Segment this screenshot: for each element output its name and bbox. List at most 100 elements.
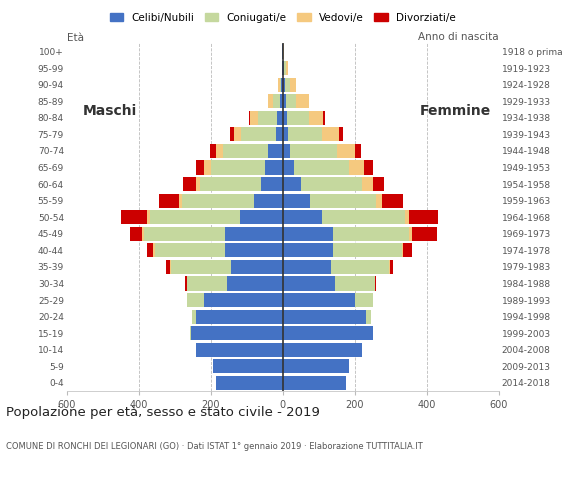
Bar bbox=[283, 276, 335, 290]
Bar bbox=[283, 177, 301, 191]
Bar bbox=[335, 276, 375, 290]
Bar bbox=[154, 243, 155, 257]
Text: Anno di nascita: Anno di nascita bbox=[418, 32, 499, 42]
Bar bbox=[365, 310, 371, 324]
Bar bbox=[373, 177, 383, 191]
Bar bbox=[278, 78, 280, 92]
Bar bbox=[187, 276, 227, 290]
Bar bbox=[223, 144, 269, 158]
Legend: Celibi/Nubili, Coniugati/e, Vedovi/e, Divorziati/e: Celibi/Nubili, Coniugati/e, Vedovi/e, Di… bbox=[106, 8, 460, 27]
Bar bbox=[373, 293, 374, 307]
Text: Femmine: Femmine bbox=[420, 105, 491, 119]
Bar bbox=[276, 127, 283, 142]
Bar bbox=[254, 193, 283, 208]
Bar bbox=[412, 227, 437, 241]
Bar bbox=[323, 111, 325, 125]
Bar bbox=[283, 61, 284, 75]
Bar bbox=[249, 111, 251, 125]
Bar bbox=[182, 193, 254, 208]
Bar bbox=[283, 376, 346, 390]
Bar bbox=[211, 160, 264, 175]
Bar bbox=[204, 293, 283, 307]
Bar bbox=[258, 111, 277, 125]
Bar bbox=[296, 94, 309, 108]
Bar bbox=[187, 293, 204, 307]
Bar bbox=[283, 45, 284, 59]
Bar bbox=[355, 293, 373, 307]
Bar bbox=[283, 144, 290, 158]
Bar bbox=[225, 243, 283, 257]
Text: Maschi: Maschi bbox=[83, 105, 137, 119]
Bar bbox=[251, 111, 258, 125]
Bar bbox=[209, 144, 216, 158]
Bar bbox=[301, 177, 362, 191]
Bar bbox=[285, 78, 290, 92]
Text: COMUNE DI RONCHI DEI LEGIONARI (GO) · Dati ISTAT 1° gennaio 2019 · Elaborazione : COMUNE DI RONCHI DEI LEGIONARI (GO) · Da… bbox=[6, 442, 423, 451]
Text: Età: Età bbox=[67, 33, 84, 43]
Bar bbox=[269, 144, 283, 158]
Bar bbox=[283, 227, 333, 241]
Bar bbox=[200, 177, 261, 191]
Bar bbox=[155, 243, 225, 257]
Bar bbox=[196, 160, 204, 175]
Bar bbox=[166, 260, 171, 274]
Bar bbox=[333, 227, 409, 241]
Bar bbox=[281, 78, 283, 92]
Bar bbox=[290, 144, 337, 158]
Bar bbox=[283, 127, 288, 142]
Bar bbox=[240, 210, 283, 224]
Bar bbox=[230, 260, 283, 274]
Bar bbox=[283, 193, 310, 208]
Bar bbox=[121, 210, 147, 224]
Bar bbox=[293, 160, 349, 175]
Bar bbox=[234, 127, 241, 142]
Bar bbox=[147, 210, 150, 224]
Bar bbox=[283, 260, 331, 274]
Bar bbox=[280, 78, 281, 92]
Bar bbox=[277, 111, 283, 125]
Bar bbox=[364, 160, 373, 175]
Bar bbox=[390, 260, 393, 274]
Bar bbox=[337, 144, 355, 158]
Bar bbox=[382, 193, 403, 208]
Bar bbox=[283, 243, 333, 257]
Text: Popolazione per età, sesso e stato civile - 2019: Popolazione per età, sesso e stato civil… bbox=[6, 406, 320, 419]
Bar bbox=[355, 144, 361, 158]
Bar bbox=[147, 243, 154, 257]
Bar bbox=[183, 177, 195, 191]
Bar bbox=[362, 177, 373, 191]
Bar bbox=[216, 376, 283, 390]
Bar bbox=[403, 243, 412, 257]
Bar bbox=[185, 276, 187, 290]
Bar bbox=[273, 94, 280, 108]
Bar bbox=[283, 310, 365, 324]
Bar bbox=[196, 343, 283, 357]
Bar bbox=[282, 61, 283, 75]
Bar bbox=[405, 210, 409, 224]
Bar bbox=[179, 193, 182, 208]
Bar bbox=[227, 276, 283, 290]
Bar bbox=[283, 293, 355, 307]
Bar bbox=[283, 210, 322, 224]
Bar bbox=[216, 144, 223, 158]
Bar bbox=[283, 160, 293, 175]
Bar bbox=[195, 177, 200, 191]
Bar bbox=[283, 94, 285, 108]
Bar bbox=[144, 227, 225, 241]
Bar bbox=[322, 127, 339, 142]
Bar bbox=[212, 360, 283, 373]
Bar bbox=[409, 210, 437, 224]
Bar bbox=[190, 326, 191, 340]
Bar bbox=[280, 94, 283, 108]
Bar bbox=[287, 111, 309, 125]
Bar bbox=[339, 127, 343, 142]
Bar bbox=[261, 177, 283, 191]
Bar bbox=[349, 160, 364, 175]
Bar bbox=[286, 61, 288, 75]
Bar bbox=[389, 260, 390, 274]
Bar bbox=[191, 326, 283, 340]
Bar bbox=[192, 310, 196, 324]
Bar bbox=[225, 227, 283, 241]
Bar bbox=[401, 243, 403, 257]
Bar bbox=[142, 227, 144, 241]
